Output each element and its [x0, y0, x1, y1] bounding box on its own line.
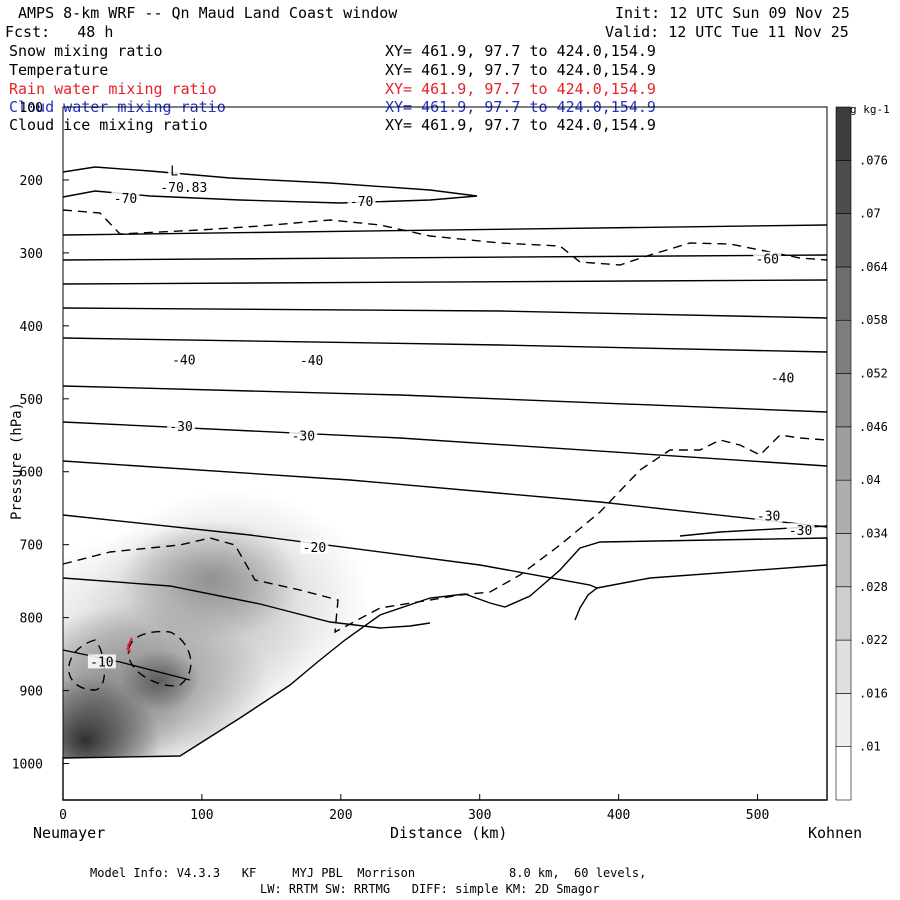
cloud-ice-contours: [62, 209, 828, 691]
temperature-label: -70: [350, 195, 373, 210]
left-endpoint-label: Neumayer: [33, 824, 106, 842]
y-tick-label: 400: [20, 320, 43, 335]
footer-model-info: Model Info: V4.3.3 KF MYJ PBL Morrison 8…: [90, 866, 647, 880]
temperature-label-bg: [347, 194, 376, 209]
y-tick-label: 900: [20, 685, 43, 700]
snow-mixing-ratio-shading: [63, 490, 370, 800]
y-tick-label: 300: [20, 247, 43, 262]
field-name-rain: Rain water mixing ratio: [9, 80, 217, 98]
temperature-label-bg: [157, 180, 210, 195]
temperature-label: -30: [789, 524, 812, 539]
colorbar-swatch: [835, 533, 852, 588]
x-tick-label: 0: [59, 808, 67, 823]
colorbar-swatch: [835, 746, 852, 801]
colorbar-swatch: [835, 213, 852, 268]
field-name-cloud-ice: Cloud ice mixing ratio: [9, 116, 208, 134]
colorbar-tick-label: .028: [859, 580, 888, 594]
init-time: Init: 12 UTC Sun 09 Nov 25: [615, 4, 850, 22]
field-name-temperature: Temperature: [9, 61, 109, 79]
footer-physics-info: LW: RRTM SW: RRTMG DIFF: simple KM: 2D S…: [260, 882, 600, 896]
temperature-label-bg: [168, 163, 181, 178]
colorbar-swatch: [835, 319, 852, 374]
plot-title: AMPS 8-km WRF -- Qn Maud Land Coast wind…: [18, 4, 398, 22]
colorbar-swatch: [835, 586, 852, 641]
temperature-label: -40: [771, 372, 794, 387]
colorbar-tick-label: .016: [859, 686, 888, 700]
colorbar-swatch: [835, 373, 852, 428]
x-tick-label: 500: [746, 808, 769, 823]
y-axis: 100 200 300 400 500 600 700 800 900 1000: [12, 101, 69, 773]
temperature-labels: -70 -70 -70.83 L -60 -40 -40 -40 -30 -30 -30 -30 -20…: [87, 163, 815, 670]
temperature-label-bg: [754, 508, 783, 523]
colorbar-tick-label: .04: [859, 473, 881, 487]
temperature-label: -60: [756, 253, 779, 268]
colorbar-tick-label: .046: [859, 420, 888, 434]
temperature-label: -40: [172, 353, 195, 368]
temperature-label: -70.83: [160, 181, 207, 196]
temperature-label: -40: [300, 354, 323, 369]
colorbar-swatch: [835, 479, 852, 534]
field-xy-cloud-ice: XY= 461.9, 97.7 to 424.0,154.9: [385, 116, 656, 134]
x-tick-label: 400: [607, 808, 630, 823]
colorbar-swatch: [835, 106, 852, 161]
temperature-label-bg: [87, 654, 116, 669]
temperature-label: -20: [303, 541, 326, 556]
y-tick-label: 800: [20, 612, 43, 627]
colorbar-swatch: [835, 160, 852, 214]
y-axis-label: Pressure (hPa): [9, 401, 25, 520]
colorbar-swatch: [835, 693, 852, 747]
temperature-label: -70: [114, 192, 137, 207]
x-axis: 0 100 200 300 400 500: [59, 794, 769, 823]
temperature-label-bg: [111, 191, 140, 206]
temperature-label: L: [170, 164, 178, 179]
colorbar-swatch: [835, 639, 852, 694]
y-tick-label: 600: [20, 466, 43, 481]
field-xy-temperature: XY= 461.9, 97.7 to 424.0,154.9: [385, 61, 656, 79]
temperature-label-bg: [786, 523, 815, 538]
field-xy-snow: XY= 461.9, 97.7 to 424.0,154.9: [385, 42, 656, 60]
field-xy-rain: XY= 461.9, 97.7 to 424.0,154.9: [385, 80, 656, 98]
temperature-label-bg: [753, 251, 782, 266]
temperature-label: -30: [169, 420, 192, 435]
temperature-label-bg: [169, 352, 198, 367]
y-tick-label: 200: [20, 174, 43, 189]
y-tick-label: 500: [20, 393, 43, 408]
temperature-label-bg: [768, 370, 797, 385]
y-tick-label: 1000: [12, 758, 43, 773]
field-name-snow: Snow mixing ratio: [9, 42, 163, 60]
plot-frame: [62, 106, 828, 801]
colorbar-swatch: [835, 266, 852, 321]
right-endpoint-label: Kohnen: [808, 824, 863, 842]
temperature-label-bg: [167, 418, 196, 433]
y-tick-label: 700: [20, 539, 43, 554]
x-tick-label: 100: [190, 808, 213, 823]
colorbar-tick-label: .064: [859, 260, 888, 274]
colorbar-tick-label: .034: [859, 526, 888, 540]
forecast-hour: Fcst: 48 h: [5, 23, 114, 41]
colorbar-tick-label: .052: [859, 367, 888, 381]
temperature-label-bg: [300, 539, 329, 554]
temperature-label: -30: [292, 429, 315, 444]
x-tick-label: 300: [468, 808, 491, 823]
rain-water-contour: [126, 637, 133, 653]
colorbar-tick-label: .022: [859, 633, 888, 647]
x-axis-label: Distance (km): [390, 824, 508, 842]
temperature-label-bg: [289, 428, 318, 443]
x-tick-label: 200: [329, 808, 352, 823]
colorbar-tick-label: .07: [859, 207, 881, 221]
colorbar-unit: g kg-1: [850, 103, 890, 116]
colorbar-tick-label: .058: [859, 313, 888, 327]
temperature-label-bg: [297, 353, 326, 368]
temperature-label: -30: [757, 510, 780, 525]
colorbar-tick-label: .076: [859, 153, 888, 167]
y-tick-label: 100: [20, 101, 43, 116]
colorbar-swatch: [835, 426, 852, 481]
temperature-label: -10: [90, 655, 113, 670]
valid-time: Valid: 12 UTC Tue 11 Nov 25: [605, 23, 849, 41]
colorbar: .076 .07 .064 .058 .052 .046 .04 .034 .028 .022 .0…: [835, 106, 888, 801]
colorbar-tick-label: .01: [859, 740, 881, 754]
